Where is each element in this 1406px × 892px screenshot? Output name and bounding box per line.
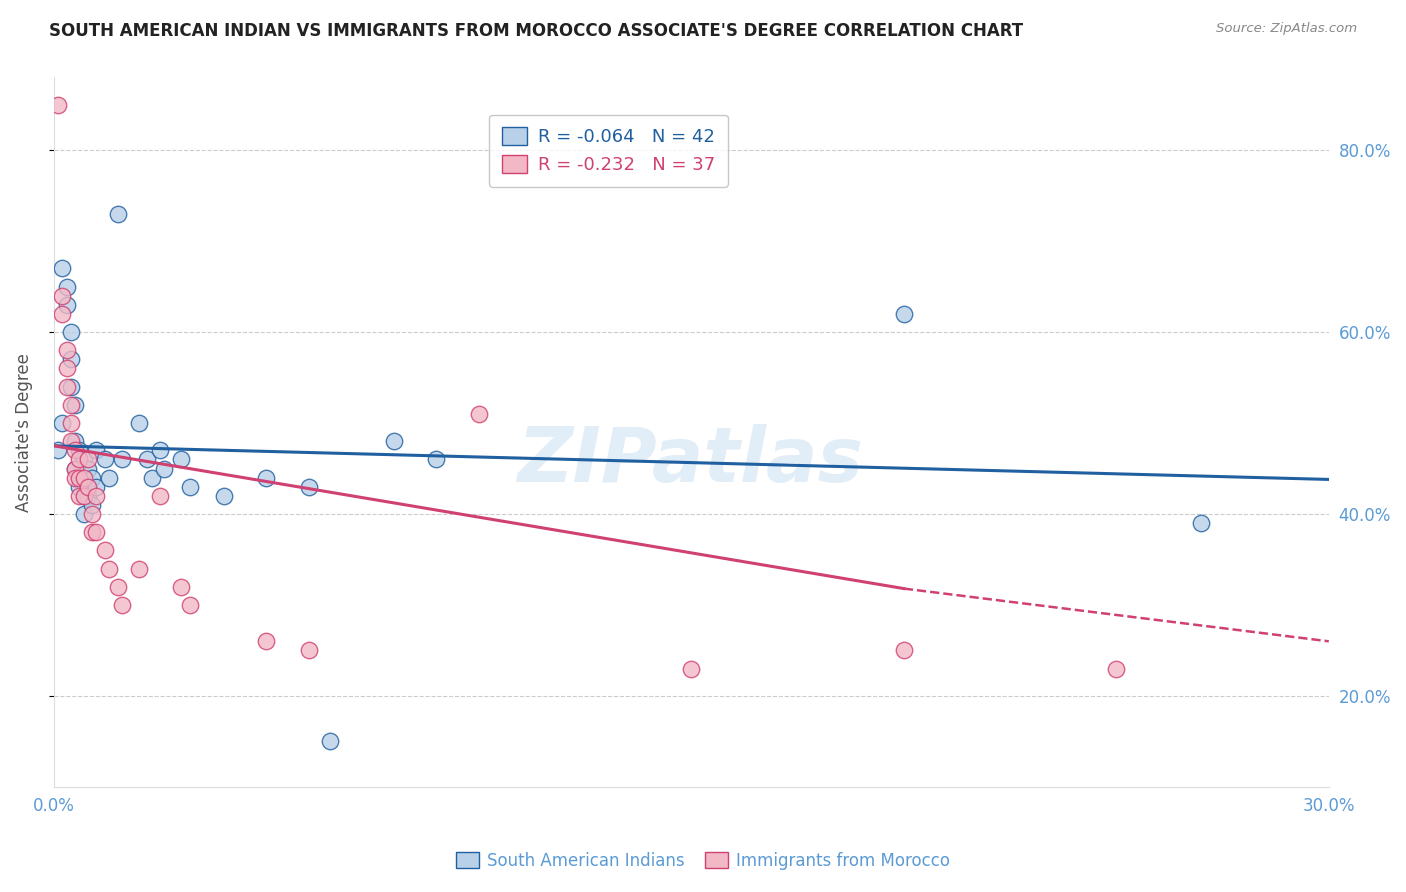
Point [63, 461, 86, 475]
Point [111, 452, 134, 467]
Point [76, 461, 98, 475]
Point [128, 416, 150, 430]
Point [72, 489, 94, 503]
Point [425, 452, 447, 467]
Point [80, 525, 103, 540]
Point [128, 561, 150, 575]
Point [86, 443, 108, 458]
Point [893, 307, 915, 321]
Point [170, 452, 193, 467]
Point [76, 452, 98, 467]
Point [72, 507, 94, 521]
Point [141, 470, 163, 484]
Point [46, 97, 69, 112]
Point [319, 734, 342, 748]
Point [55, 343, 77, 358]
Point [149, 443, 172, 458]
Point [136, 452, 159, 467]
Point [80, 470, 103, 484]
Point [98, 470, 121, 484]
Y-axis label: Associate's Degree: Associate's Degree [15, 352, 32, 512]
Point [382, 434, 405, 449]
Point [72, 489, 94, 503]
Point [72, 452, 94, 467]
Point [1105, 662, 1128, 676]
Point [51, 289, 73, 303]
Point [179, 480, 201, 494]
Point [63, 461, 86, 475]
Point [67, 452, 90, 467]
Point [51, 307, 73, 321]
Point [111, 598, 134, 612]
Point [59, 352, 82, 367]
Point [67, 443, 90, 458]
Point [76, 489, 98, 503]
Point [893, 643, 915, 657]
Point [59, 379, 82, 393]
Point [94, 452, 117, 467]
Point [298, 480, 321, 494]
Point [254, 634, 277, 648]
Point [63, 443, 86, 458]
Point [86, 489, 108, 503]
Point [63, 470, 86, 484]
Point [67, 489, 90, 503]
Point [51, 261, 73, 276]
Point [63, 434, 86, 449]
Point [59, 416, 82, 430]
Point [468, 407, 491, 421]
Text: Source: ZipAtlas.com: Source: ZipAtlas.com [1216, 22, 1357, 36]
Point [153, 461, 176, 475]
Point [67, 470, 90, 484]
Point [67, 480, 90, 494]
Point [86, 480, 108, 494]
Point [107, 207, 129, 221]
Legend: South American Indians, Immigrants from Morocco: South American Indians, Immigrants from … [449, 846, 957, 877]
Point [98, 561, 121, 575]
Point [59, 434, 82, 449]
Point [55, 361, 77, 376]
Point [46, 443, 69, 458]
Point [55, 298, 77, 312]
Point [179, 598, 201, 612]
Point [681, 662, 703, 676]
Point [149, 489, 172, 503]
Point [76, 480, 98, 494]
Point [94, 543, 117, 558]
Point [80, 498, 103, 512]
Point [51, 416, 73, 430]
Point [55, 279, 77, 293]
Point [63, 398, 86, 412]
Point [1189, 516, 1212, 530]
Point [254, 470, 277, 484]
Text: SOUTH AMERICAN INDIAN VS IMMIGRANTS FROM MOROCCO ASSOCIATE'S DEGREE CORRELATION : SOUTH AMERICAN INDIAN VS IMMIGRANTS FROM… [49, 22, 1024, 40]
Point [107, 580, 129, 594]
Point [86, 525, 108, 540]
Point [67, 470, 90, 484]
Point [212, 489, 235, 503]
Point [170, 580, 193, 594]
Point [80, 507, 103, 521]
Legend: R = -0.064   N = 42, R = -0.232   N = 37: R = -0.064 N = 42, R = -0.232 N = 37 [489, 115, 728, 186]
Point [298, 643, 321, 657]
Text: ZIPatlas: ZIPatlas [519, 424, 865, 498]
Point [72, 470, 94, 484]
Point [59, 398, 82, 412]
Point [59, 325, 82, 339]
Point [55, 379, 77, 393]
